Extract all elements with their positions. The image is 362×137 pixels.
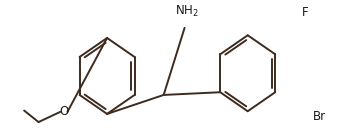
Text: Br: Br	[313, 110, 327, 123]
Text: O: O	[59, 105, 68, 118]
Text: NH$_2$: NH$_2$	[174, 4, 198, 19]
Text: F: F	[302, 6, 309, 19]
